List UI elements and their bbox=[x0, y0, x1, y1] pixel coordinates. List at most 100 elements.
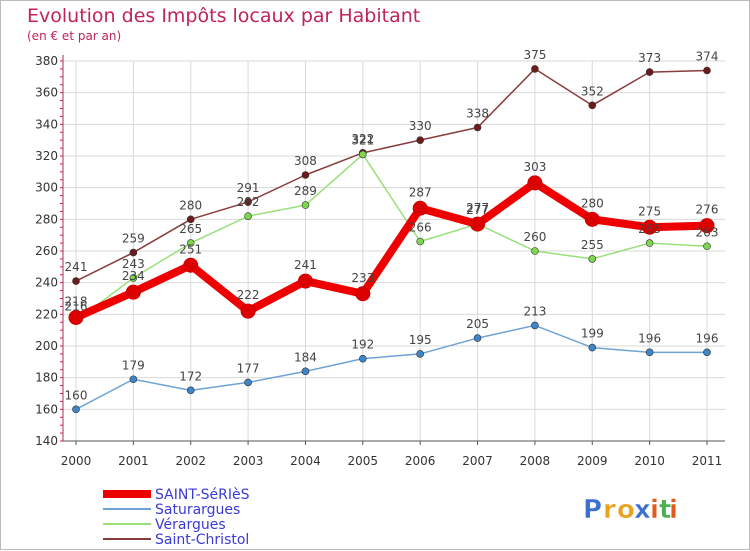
data-label: 263 bbox=[696, 225, 719, 239]
x-tick-label: 2009 bbox=[577, 454, 608, 468]
data-point bbox=[186, 386, 195, 395]
data-label: 322 bbox=[351, 132, 374, 146]
y-tick-label: 380 bbox=[35, 54, 58, 68]
data-label: 330 bbox=[409, 119, 432, 133]
data-point bbox=[703, 66, 711, 75]
data-point bbox=[588, 343, 597, 352]
data-label: 260 bbox=[523, 230, 546, 244]
series-line-2 bbox=[75, 153, 708, 322]
chart-title: Evolution des Impôts locaux par Habitant bbox=[27, 5, 420, 27]
data-label: 241 bbox=[294, 258, 317, 272]
data-label: 265 bbox=[638, 222, 661, 236]
y-tick-label: 300 bbox=[35, 181, 58, 195]
data-point bbox=[72, 405, 80, 414]
x-tick-label: 2007 bbox=[462, 454, 493, 468]
series-line-0 bbox=[74, 178, 708, 322]
data-label: 205 bbox=[466, 317, 489, 331]
data-point bbox=[645, 348, 654, 357]
data-label: 243 bbox=[122, 257, 145, 271]
data-label: 196 bbox=[638, 331, 661, 345]
data-label: 199 bbox=[581, 327, 604, 341]
data-label: 251 bbox=[179, 242, 202, 256]
y-tick-label: 240 bbox=[35, 276, 58, 290]
data-point bbox=[244, 198, 252, 206]
y-tick-label: 260 bbox=[35, 244, 58, 258]
data-point bbox=[72, 277, 80, 285]
data-point bbox=[645, 68, 654, 76]
data-point bbox=[301, 171, 310, 179]
data-point bbox=[244, 212, 252, 220]
data-label: 195 bbox=[409, 333, 432, 347]
data-label: 277 bbox=[466, 203, 489, 217]
brand-logo-letter: r bbox=[603, 495, 616, 525]
legend-label: Saint-Christol bbox=[155, 532, 249, 548]
data-label: 352 bbox=[581, 84, 604, 98]
x-tick-label: 2010 bbox=[634, 454, 665, 468]
data-point bbox=[584, 211, 600, 227]
x-tick-label: 2002 bbox=[175, 454, 206, 468]
y-tick-label: 320 bbox=[35, 149, 58, 163]
data-point bbox=[416, 237, 424, 246]
y-tick-label: 200 bbox=[35, 339, 58, 353]
data-label: 375 bbox=[523, 48, 546, 62]
data-label: 213 bbox=[523, 304, 546, 318]
data-point bbox=[359, 354, 367, 363]
data-label: 321 bbox=[351, 133, 374, 147]
legend-label: SAINT-SéRIèS bbox=[155, 487, 250, 503]
y-tick-label: 140 bbox=[35, 434, 58, 448]
data-label: 291 bbox=[237, 181, 260, 195]
x-tick-label: 2011 bbox=[692, 454, 723, 468]
data-point bbox=[531, 65, 539, 73]
data-label: 287 bbox=[409, 185, 432, 199]
data-label: 241 bbox=[65, 260, 88, 274]
x-tick-label: 2005 bbox=[348, 454, 379, 468]
data-point bbox=[186, 215, 195, 224]
data-point bbox=[301, 201, 310, 209]
data-label: 266 bbox=[409, 221, 432, 235]
data-point bbox=[703, 348, 711, 357]
data-point bbox=[527, 175, 543, 191]
x-tick-label: 2004 bbox=[290, 454, 321, 468]
data-label: 216 bbox=[65, 300, 88, 314]
data-point bbox=[642, 219, 658, 235]
brand-logo-letter: P bbox=[583, 495, 602, 525]
y-tick-label: 180 bbox=[35, 371, 58, 385]
data-point bbox=[125, 284, 141, 300]
data-point bbox=[470, 216, 486, 232]
data-point bbox=[183, 257, 199, 273]
data-point bbox=[359, 150, 367, 159]
data-label: 255 bbox=[581, 238, 604, 252]
y-tick-label: 220 bbox=[35, 307, 58, 321]
data-label: 184 bbox=[294, 350, 317, 364]
y-tick-label: 340 bbox=[35, 117, 58, 131]
y-tick-label: 280 bbox=[35, 212, 58, 226]
data-label: 282 bbox=[237, 195, 260, 209]
data-label: 276 bbox=[696, 203, 719, 217]
brand-logo-letter: o bbox=[617, 495, 635, 525]
chart-subtitle: (en € et par an) bbox=[27, 29, 121, 43]
data-label: 308 bbox=[294, 154, 317, 168]
data-point bbox=[355, 286, 371, 302]
data-label: 275 bbox=[638, 204, 661, 218]
data-label: 289 bbox=[294, 184, 317, 198]
data-label: 179 bbox=[122, 358, 145, 372]
series-line-1 bbox=[75, 324, 707, 410]
data-label: 172 bbox=[179, 369, 202, 383]
x-tick-label: 2000 bbox=[61, 454, 92, 468]
data-point bbox=[129, 375, 138, 384]
data-point bbox=[531, 247, 539, 255]
x-tick-label: 2001 bbox=[118, 454, 149, 468]
data-label: 234 bbox=[122, 269, 145, 283]
brand-logo-letter: t bbox=[659, 495, 671, 525]
data-point bbox=[301, 367, 310, 376]
data-label: 259 bbox=[122, 232, 145, 246]
data-label: 160 bbox=[65, 388, 88, 402]
data-point bbox=[531, 321, 539, 330]
data-point bbox=[186, 239, 195, 247]
data-point bbox=[645, 239, 654, 247]
data-label: 303 bbox=[523, 160, 546, 174]
data-label: 218 bbox=[65, 295, 88, 309]
data-point bbox=[473, 123, 482, 132]
